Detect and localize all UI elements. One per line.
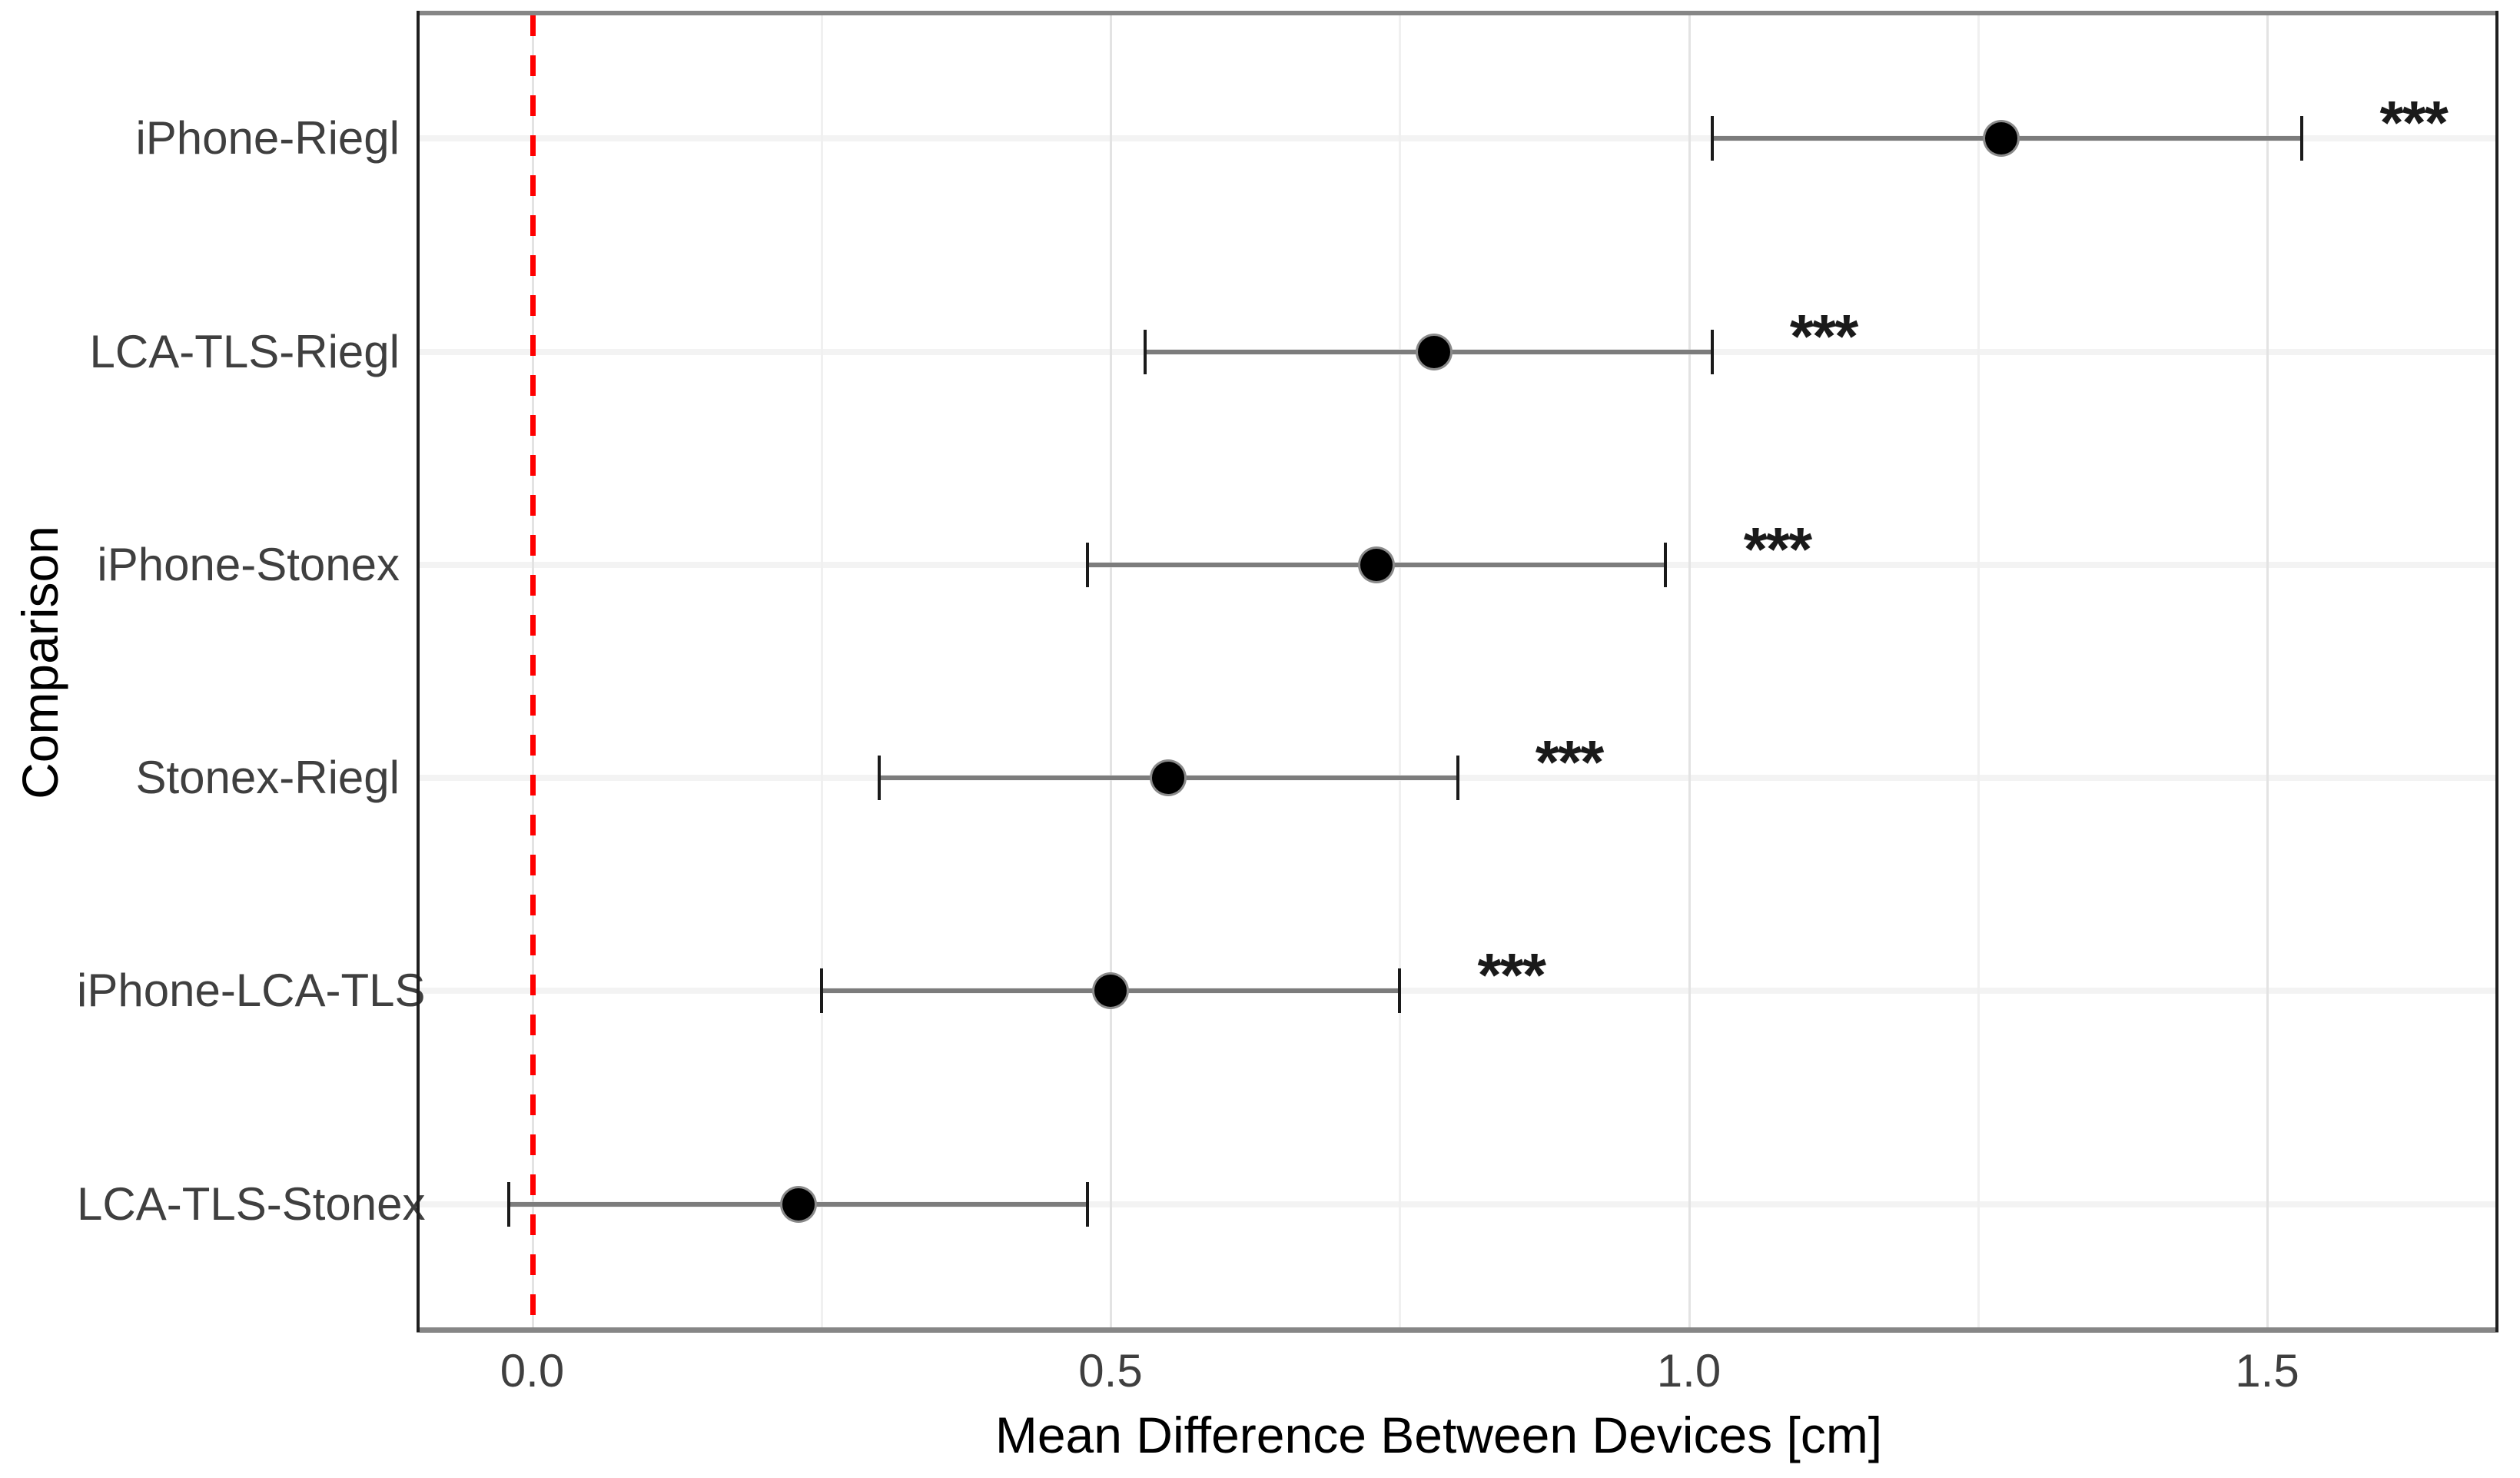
error-bar-cap-right <box>1085 1181 1089 1227</box>
gridline-row <box>417 988 2498 995</box>
x-axis-title: Mean Difference Between Devices [cm] <box>994 1407 1883 1463</box>
panel-border-left <box>417 11 420 1332</box>
error-bar-cap-left <box>507 1181 511 1227</box>
x-tick-label: 1.0 <box>1656 1345 1722 1397</box>
y-axis-title: Comparison <box>12 526 68 799</box>
y-tick-label: LCA-TLS-Stonex <box>77 1177 426 1230</box>
x-tick-label: 0.5 <box>1078 1345 1143 1397</box>
mean-point[interactable] <box>1152 762 1185 795</box>
significance-stars: *** <box>1477 941 1546 1010</box>
error-bar-cap-right <box>2300 116 2304 161</box>
y-tick-label: iPhone-Riegl <box>135 112 400 164</box>
error-bar-cap-right <box>1664 542 1668 587</box>
error-bar-cap-right <box>1398 968 1402 1014</box>
x-tick-label: 1.5 <box>2235 1345 2299 1397</box>
gridline-x-major <box>1688 11 1691 1332</box>
mean-point[interactable] <box>1418 335 1451 368</box>
panel-border-bottom <box>417 1327 2498 1333</box>
gridline-x-major <box>2266 11 2269 1332</box>
gridline-x-minor <box>1977 11 1980 1332</box>
significance-stars: *** <box>1789 301 1858 370</box>
error-bar-cap-right <box>1456 756 1459 801</box>
gridline-row <box>417 1201 2498 1207</box>
y-tick-label: LCA-TLS-Riegl <box>89 325 400 377</box>
gridline-row <box>417 135 2498 142</box>
error-bar-cap-right <box>1710 329 1714 374</box>
y-tick-label: Stonex-Riegl <box>135 752 400 804</box>
y-tick-label: iPhone-Stonex <box>97 538 400 590</box>
significance-stars: *** <box>1535 728 1604 797</box>
mean-point[interactable] <box>1984 122 2017 155</box>
error-bar-cap-left <box>1085 542 1089 587</box>
mean-point[interactable] <box>782 1187 815 1221</box>
gridline-x-major <box>1110 11 1112 1332</box>
significance-stars: *** <box>2379 88 2448 158</box>
y-tick-label: iPhone-LCA-TLS <box>77 965 426 1017</box>
panel-border-top <box>417 11 2498 15</box>
x-tick-label: 0.0 <box>500 1345 565 1397</box>
mean-point[interactable] <box>1094 975 1127 1008</box>
gridline-x-minor <box>820 11 823 1332</box>
gridline-x-minor <box>1399 11 1402 1332</box>
significance-stars: *** <box>1743 514 1812 583</box>
error-bar-cap-left <box>1710 116 1714 161</box>
error-bar-cap-left <box>819 968 823 1014</box>
panel-border-right <box>2495 11 2498 1332</box>
error-bar-cap-left <box>1144 329 1147 374</box>
mean-point[interactable] <box>1360 548 1393 581</box>
zero-reference-line <box>530 15 536 1327</box>
error-bar-cap-left <box>878 756 881 801</box>
